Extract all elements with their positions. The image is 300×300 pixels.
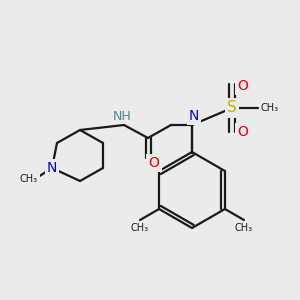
- Text: O: O: [238, 79, 248, 93]
- Text: N: N: [47, 161, 57, 175]
- Text: CH₃: CH₃: [20, 174, 38, 184]
- Text: O: O: [238, 125, 248, 139]
- Text: N: N: [189, 109, 199, 123]
- Text: CH₃: CH₃: [131, 223, 149, 233]
- Text: CH₃: CH₃: [235, 223, 253, 233]
- Text: NH: NH: [112, 110, 131, 122]
- Text: S: S: [227, 100, 237, 116]
- Text: CH₃: CH₃: [261, 103, 279, 113]
- Text: O: O: [148, 156, 159, 170]
